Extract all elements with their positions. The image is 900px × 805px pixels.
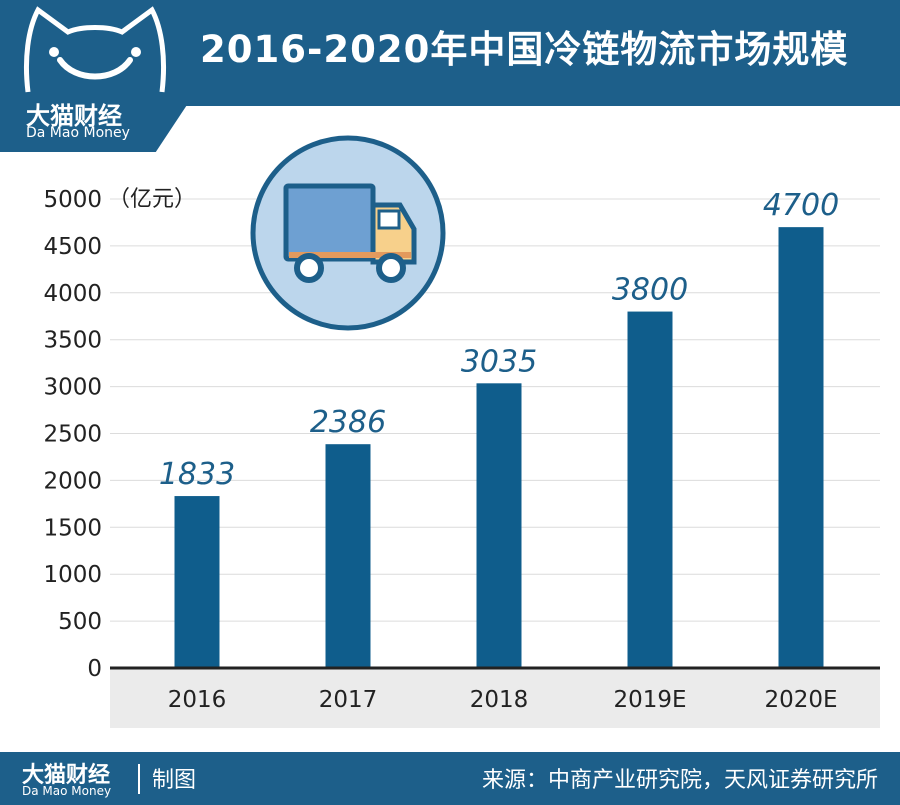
logo-block: 大猫财经 Da Mao Money xyxy=(0,0,190,152)
x-tick-labels: 2016 2017 2018 2019E 2020E xyxy=(168,687,838,713)
y-tick-label: 2500 xyxy=(43,422,102,448)
x-tick-label: 2018 xyxy=(470,687,529,713)
bar xyxy=(476,383,522,668)
footer-divider xyxy=(138,764,140,794)
bars xyxy=(174,227,824,668)
y-tick-label: 4500 xyxy=(43,234,102,260)
y-tick-label: 2000 xyxy=(43,468,102,494)
x-tick-label: 2017 xyxy=(319,687,378,713)
y-tick-labels: 0 500 1000 1500 2000 2500 3000 3500 4000 4500 5000 xyxy=(43,187,102,682)
x-axis-band xyxy=(110,668,880,728)
x-tick-label: 2019E xyxy=(613,687,686,713)
bar xyxy=(778,227,824,668)
logo-name: 大猫财经 xyxy=(26,102,122,130)
value-labels: 1833 2386 3035 3800 4700 xyxy=(159,188,839,492)
footer-source: 来源：中商产业研究院，天风证券研究所 xyxy=(481,768,878,793)
x-tick-label: 2016 xyxy=(168,687,227,713)
y-tick-label: 3500 xyxy=(43,328,102,354)
bar xyxy=(174,496,220,668)
y-tick-label: 1500 xyxy=(43,515,102,541)
bar-chart: 0 500 1000 1500 2000 2500 3000 3500 4000 4500 5000… xyxy=(43,135,880,728)
cat-face-icon xyxy=(24,6,166,93)
x-tick-label: 2020E xyxy=(764,687,837,713)
y-tick-label: 3000 xyxy=(43,375,102,401)
truck-icon xyxy=(250,135,446,331)
header-underline xyxy=(0,102,900,106)
y-tick-label: 0 xyxy=(87,656,102,682)
footer-brand-sub: Da Mao Money xyxy=(22,784,112,798)
bar xyxy=(627,311,673,668)
y-tick-label: 5000 xyxy=(43,187,102,213)
footer-bar: 大猫财经 Da Mao Money 制图 来源：中商产业研究院，天风证券研究所 xyxy=(0,752,900,805)
y-tick-label: 1000 xyxy=(43,562,102,588)
logo-sub: Da Mao Money xyxy=(26,125,130,141)
y-unit-label: （亿元） xyxy=(108,187,196,212)
y-tick-label: 500 xyxy=(58,609,102,635)
footer-made-label: 制图 xyxy=(152,768,197,793)
chart-title: 2016-2020年中国冷链物流市场规模 xyxy=(200,28,849,71)
value-label: 3800 xyxy=(612,273,688,308)
bar xyxy=(325,444,371,668)
y-tick-label: 4000 xyxy=(43,281,102,307)
value-label: 2386 xyxy=(310,405,386,440)
value-label: 1833 xyxy=(159,457,235,492)
footer-brand: 大猫财经 xyxy=(22,763,111,788)
value-label: 3035 xyxy=(461,344,537,379)
value-label: 4700 xyxy=(763,188,839,223)
